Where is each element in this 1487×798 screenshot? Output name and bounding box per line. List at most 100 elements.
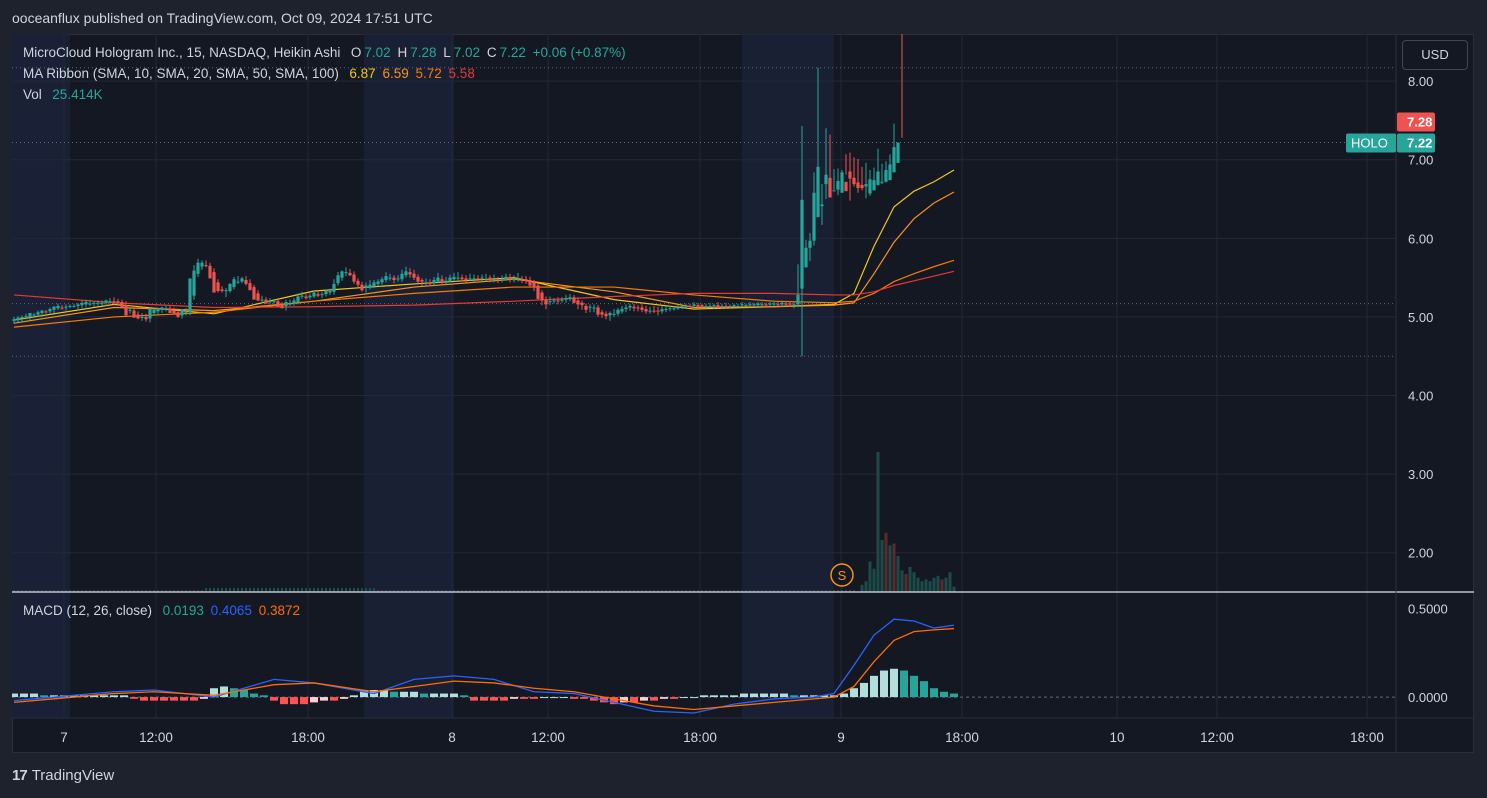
volume-bar [89, 590, 91, 592]
candle-body [652, 310, 656, 312]
chart-canvas[interactable]: 8.00 7.00 6.00 5.00 4.00 3.00 2.00 0.5000 0.0000… [12, 34, 1474, 753]
candle-body [880, 181, 884, 183]
candle-body [800, 199, 804, 289]
volume-bar [521, 590, 523, 592]
macd-histogram-bar [120, 695, 128, 698]
volume-bar [705, 590, 707, 592]
volume-bar [217, 588, 219, 592]
volume-bar [912, 572, 916, 592]
macd-histogram-bar [840, 693, 848, 698]
candle-body [720, 305, 724, 307]
candle-body [744, 305, 748, 307]
macd-histogram-bar [690, 697, 698, 699]
legend-macd[interactable]: MACD (12, 26, close) [23, 603, 153, 618]
legend-symbol[interactable]: MicroCloud Hologram Inc., 15, NASDAQ, He… [23, 45, 341, 60]
symbol-tag-label: HOLO [1351, 135, 1388, 150]
candle-body [260, 299, 264, 301]
macd-tick-label: 0.5000 [1408, 602, 1448, 617]
macd-histogram-bar [220, 686, 228, 698]
volume-bar [693, 590, 695, 592]
volume-bar [813, 590, 815, 592]
candle-body [116, 301, 120, 303]
candle-body [364, 285, 368, 288]
volume-bar [665, 590, 667, 592]
candle-body [224, 290, 228, 292]
candle-body [68, 305, 72, 307]
macd-histogram-bar [920, 681, 928, 698]
candle-body [160, 307, 164, 310]
volume-bar [573, 590, 575, 592]
volume-bar [313, 588, 315, 592]
candle-body [396, 278, 400, 280]
candle-body [388, 277, 392, 279]
volume-bar [745, 590, 747, 592]
volume-bar [477, 590, 479, 592]
currency-button[interactable]: USD [1402, 40, 1468, 70]
volume-bar [581, 590, 583, 592]
candle-body [264, 299, 268, 304]
volume-bar [365, 588, 367, 592]
candle-body [100, 302, 104, 304]
candle-body [356, 280, 360, 285]
candle-body [752, 304, 756, 306]
candle-body [64, 306, 68, 308]
candle-body [88, 303, 92, 305]
legend-vol-label[interactable]: Vol [23, 87, 42, 102]
candle-body [140, 316, 144, 318]
candle-body [648, 310, 652, 312]
candle-body [360, 284, 364, 291]
candle-body [112, 301, 116, 303]
candle-body [512, 279, 516, 281]
candle-body [816, 166, 820, 218]
candle-body [296, 296, 300, 302]
macd-histogram-bar [110, 695, 118, 698]
candle-body [376, 281, 380, 284]
candle-body [776, 304, 780, 306]
candle-body [472, 278, 476, 280]
candle-body [440, 279, 444, 283]
volume-bar [465, 590, 467, 592]
candle-body [164, 308, 168, 310]
volume-bar [53, 590, 55, 592]
event-marker-label: S [838, 568, 847, 583]
macd-histogram-bar [680, 697, 688, 699]
macd-histogram-bar [810, 695, 818, 698]
volume-bar [361, 588, 363, 592]
candle-body [536, 285, 540, 299]
volume-bar [493, 590, 495, 592]
candle-body [316, 294, 320, 296]
volume-bar [333, 588, 335, 592]
time-tick-label: 18:00 [291, 730, 325, 745]
volume-bar [21, 590, 23, 592]
tradingview-logo[interactable]: 17 TradingView [12, 767, 114, 784]
macd-histogram-bar [540, 697, 548, 699]
candle-body [48, 309, 52, 312]
volume-bar [669, 590, 671, 592]
macd-histogram-bar [30, 693, 38, 698]
candle-body [156, 308, 160, 312]
legend-ma-ribbon[interactable]: MA Ribbon (SMA, 10, SMA, 20, SMA, 50, SM… [23, 66, 339, 81]
candle-body [280, 304, 284, 309]
volume-bar [145, 590, 147, 592]
macd-histogram-bar [880, 670, 888, 698]
volume-bar [497, 590, 499, 592]
volume-bar [685, 590, 687, 592]
candle-body [840, 172, 844, 193]
volume-bar [33, 590, 35, 592]
macd-histogram-bar [750, 693, 758, 698]
volume-bar [585, 590, 587, 592]
volume-bar [109, 590, 111, 592]
macd-histogram-bar [140, 697, 148, 701]
macd-histogram [12, 668, 958, 705]
macd-histogram-bar [900, 670, 908, 698]
candle-body [420, 279, 424, 282]
volume-bar [153, 590, 155, 592]
candle-body [320, 294, 324, 296]
volume-bar [405, 590, 407, 592]
volume-bar [125, 590, 127, 592]
macd-histogram-bar [460, 695, 468, 698]
volume-bar [161, 590, 163, 592]
candle-body [412, 273, 416, 278]
volume-bar [225, 588, 227, 592]
candle-body [404, 271, 408, 276]
